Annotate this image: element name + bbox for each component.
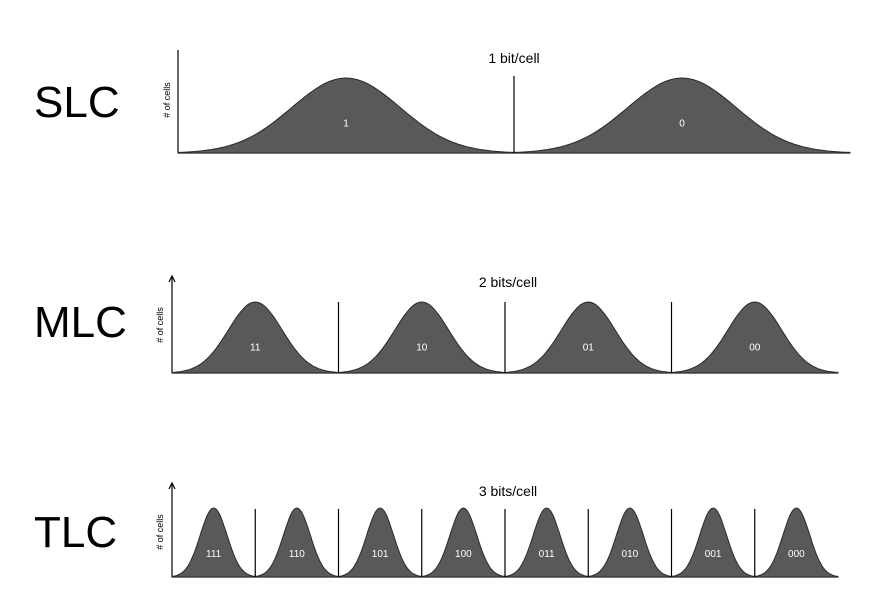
slc-title: 1 bit/cell bbox=[488, 50, 539, 66]
slc-y-label: # of cells bbox=[162, 82, 172, 118]
tlc-state-label: 111 bbox=[206, 549, 222, 560]
tlc-y-axis-arrow bbox=[168, 481, 176, 490]
tlc-state-label: 110 bbox=[289, 549, 305, 560]
tlc-state-label: 001 bbox=[705, 549, 722, 560]
tlc-distribution-001 bbox=[671, 507, 756, 578]
mlc-distribution-00 bbox=[671, 301, 839, 374]
tlc-title: 3 bits/cell bbox=[479, 483, 537, 499]
mlc-state-label: 10 bbox=[416, 342, 428, 353]
slc-state-label: 0 bbox=[679, 119, 685, 130]
tlc-distribution-010 bbox=[587, 507, 672, 578]
tlc-distribution-101 bbox=[338, 507, 423, 578]
tlc-state-label: 011 bbox=[539, 549, 555, 560]
mlc-title: 2 bits/cell bbox=[479, 274, 537, 290]
mlc-y-label: # of cells bbox=[155, 307, 165, 343]
mlc-distribution-10 bbox=[338, 301, 506, 374]
mlc-y-axis-arrow bbox=[168, 274, 176, 283]
mlc-state-label: 01 bbox=[583, 342, 595, 353]
tlc-y-label: # of cells bbox=[155, 514, 165, 550]
tlc-distribution-111 bbox=[171, 507, 256, 578]
mlc-state-label: 00 bbox=[749, 342, 761, 353]
tlc-distribution-100 bbox=[421, 507, 506, 578]
mlc-label: MLC bbox=[34, 298, 127, 347]
mlc-distribution-01 bbox=[504, 301, 672, 374]
slc-label: SLC bbox=[34, 78, 120, 127]
tlc-distribution-011 bbox=[504, 507, 589, 578]
mlc-distribution-11 bbox=[171, 301, 339, 374]
mlc-state-label: 11 bbox=[250, 342, 261, 353]
tlc-state-label: 000 bbox=[788, 549, 805, 560]
tlc-state-label: 010 bbox=[622, 549, 639, 560]
slc-distribution-1 bbox=[177, 77, 515, 154]
tlc-label: TLC bbox=[34, 508, 118, 557]
tlc-distribution-110 bbox=[254, 507, 339, 578]
slc-state-label: 1 bbox=[343, 119, 349, 130]
tlc-state-label: 101 bbox=[372, 549, 389, 560]
slc-distribution-0 bbox=[513, 77, 851, 154]
tlc-distribution-000 bbox=[754, 507, 839, 578]
tlc-state-label: 100 bbox=[455, 549, 472, 560]
